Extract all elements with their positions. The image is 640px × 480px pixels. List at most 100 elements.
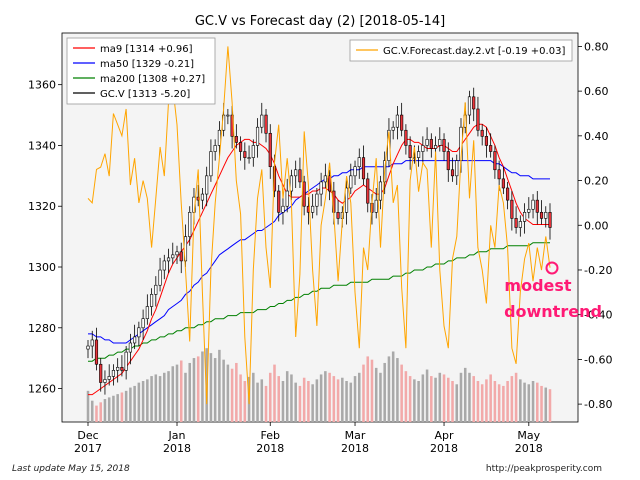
annotation-line1: modest (504, 276, 571, 295)
volume-bar (519, 379, 522, 422)
candle-body (400, 114, 404, 131)
volume-bar (514, 372, 518, 422)
volume-bar (502, 385, 505, 422)
candle-body (366, 178, 370, 204)
candle-body (145, 306, 149, 319)
candle-body (425, 139, 429, 146)
candle-body (260, 114, 264, 128)
candle-body (298, 169, 302, 183)
source-url: http://peakprosperity.com (485, 464, 602, 474)
x-tick-year: 2018 (430, 442, 458, 455)
volume-bar (357, 372, 361, 422)
volume-bar (294, 382, 297, 422)
candle-body (158, 269, 162, 286)
volume-bar (179, 360, 183, 422)
volume-bar (150, 376, 153, 422)
candle-body (251, 145, 255, 158)
candle-body (162, 260, 166, 271)
volume-bar (213, 358, 217, 422)
candle-body (226, 114, 230, 117)
candle-body (349, 175, 353, 189)
volume-bar (493, 381, 497, 422)
forecast-line (87, 46, 551, 405)
candle-body (128, 342, 132, 353)
volume-bar (489, 374, 492, 422)
ma200-line (88, 242, 550, 362)
candle-body (539, 212, 544, 219)
volume-bar (455, 384, 459, 422)
candle-body (294, 169, 298, 177)
volume-bar (451, 381, 454, 422)
volume-bar (260, 379, 264, 422)
volume-bar (124, 390, 128, 422)
volume-bar (239, 374, 242, 422)
candle-body (548, 212, 552, 228)
x-tick-year: 2018 (163, 442, 191, 455)
candle-body (438, 139, 442, 146)
volume-bar (447, 377, 450, 422)
volume-bar (167, 371, 170, 422)
right-tick-label: -0.40 (584, 309, 612, 322)
candle-body (357, 157, 361, 168)
volume-bar (277, 376, 281, 422)
volume-bar (408, 376, 412, 422)
x-tick-month: Mar (345, 429, 366, 442)
volume-bar (476, 381, 480, 422)
volume-bar (154, 374, 158, 422)
volume-bar (188, 362, 191, 422)
volume-bar (209, 353, 213, 422)
volume-bar (99, 402, 102, 422)
legend-label: ma200 [1308 +0.27] (100, 74, 205, 85)
volume-bar (523, 382, 526, 422)
candle-body (150, 294, 154, 307)
volume-bar (404, 371, 408, 422)
volume-bar (116, 394, 119, 422)
volume-bar (349, 382, 353, 422)
volume-bars (86, 348, 552, 422)
volume-bar (95, 405, 98, 422)
legend-box (349, 39, 573, 62)
left-tick-label: 1360 (28, 79, 56, 92)
volume-bar (184, 372, 187, 422)
candle-body (103, 379, 107, 383)
volume-bar (536, 382, 539, 422)
candle-body (544, 212, 548, 219)
legend-label: ma50 [1329 -0.21] (100, 59, 194, 70)
candle-body (234, 136, 238, 143)
volume-bar (497, 384, 501, 422)
candle-body (90, 339, 94, 347)
candle-body (374, 199, 378, 213)
candle-body (450, 169, 455, 177)
candle-body (493, 151, 497, 171)
candle-body (433, 145, 438, 149)
volume-bar (387, 356, 391, 422)
x-tick-month: Apr (435, 429, 455, 442)
volume-bar (400, 364, 403, 422)
candle-body (302, 181, 306, 207)
volume-bar (396, 358, 399, 422)
candle-body (137, 327, 141, 338)
left-tick-label: 1260 (28, 383, 56, 396)
volume-bar (196, 356, 200, 422)
left-tick-label: 1280 (28, 322, 56, 335)
candle-body (518, 221, 522, 228)
left-tick-label: 1320 (28, 200, 56, 213)
volume-bar (324, 371, 327, 422)
volume-bar (205, 348, 208, 422)
candle-body (323, 175, 327, 183)
volume-bar (146, 379, 149, 422)
x-tick-month: Dec (77, 429, 98, 442)
volume-bar (141, 381, 145, 422)
candle-body (289, 175, 294, 192)
candle-body (264, 114, 268, 134)
x-tick-month: May (517, 429, 540, 442)
volume-bar (421, 374, 425, 422)
volume-bar (506, 381, 509, 422)
candle-body (120, 366, 124, 371)
volume-bar (290, 374, 293, 422)
candle-body (378, 181, 383, 201)
volume-bar (273, 364, 276, 422)
volume-bar (252, 372, 255, 422)
candle-body (200, 193, 205, 201)
